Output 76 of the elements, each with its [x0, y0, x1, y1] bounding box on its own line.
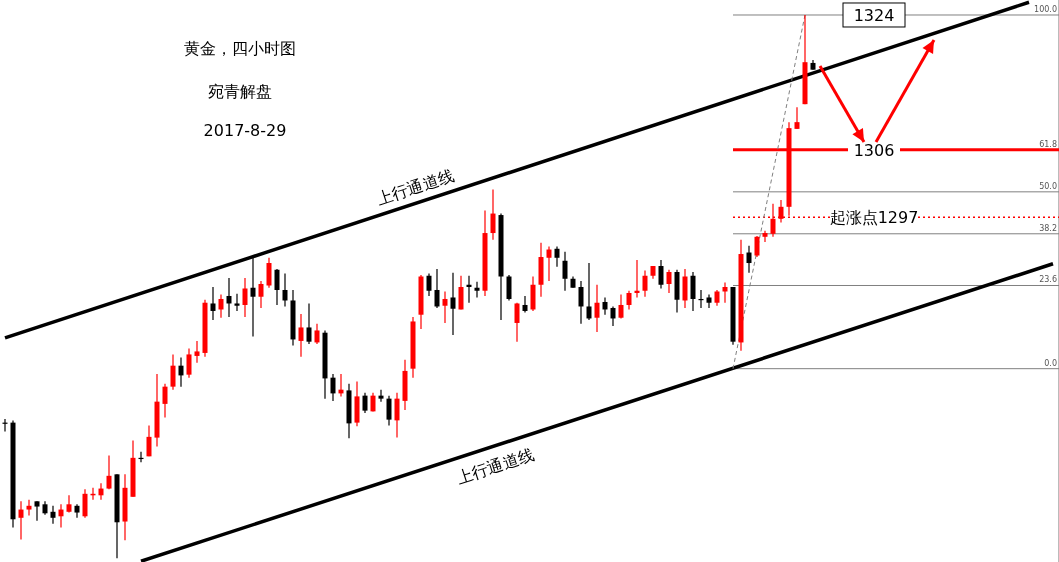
text: 上行通道线	[454, 444, 537, 488]
annotation: 100.0	[1034, 4, 1057, 14]
candlestick	[610, 305, 616, 327]
candlestick	[746, 245, 752, 274]
candlestick	[506, 274, 512, 302]
candlestick	[314, 323, 320, 345]
candlestick	[634, 259, 640, 299]
candlestick	[450, 272, 456, 336]
candlestick	[578, 280, 584, 325]
candlestick	[522, 295, 528, 314]
candlestick	[82, 488, 88, 519]
candlestick	[706, 293, 712, 309]
candlestick	[194, 340, 200, 364]
candlestick	[594, 284, 600, 333]
candlestick	[226, 277, 232, 318]
candlestick	[178, 356, 184, 388]
candlestick	[66, 494, 72, 514]
text: 黄金，四小时图	[184, 39, 296, 58]
candlestick	[386, 395, 392, 427]
candlestick	[266, 257, 272, 289]
annotation: 23.6	[1039, 275, 1057, 285]
candlestick	[18, 500, 24, 541]
candlestick	[362, 392, 368, 414]
candlestick	[546, 245, 552, 282]
candlestick	[682, 268, 688, 309]
annotation: 61.8	[1039, 139, 1057, 149]
candlestick	[514, 302, 520, 343]
y-tick-label: 起涨点1297	[829, 208, 919, 228]
candlestick	[690, 271, 696, 312]
candlestick	[162, 383, 168, 418]
y-tick-label: 1324	[853, 5, 895, 25]
candlestick	[186, 347, 192, 379]
text: 宛青解盘	[208, 82, 272, 101]
text: 上行通道线	[374, 166, 457, 210]
candlestick	[642, 269, 648, 298]
candlestick	[234, 293, 240, 312]
candlestick	[298, 313, 304, 358]
candlestick	[442, 290, 448, 324]
candlestick	[306, 302, 312, 345]
candlestick	[434, 268, 440, 309]
candlestick	[626, 290, 632, 311]
candlestick	[426, 272, 432, 297]
annotation: 2017-8-29	[203, 121, 287, 140]
candlestick	[282, 272, 288, 308]
candlestick	[50, 505, 56, 525]
annotation: 0.0	[1044, 358, 1057, 368]
candlestick	[378, 389, 384, 403]
candlestick	[562, 251, 568, 292]
candlestick	[170, 353, 176, 391]
candlestick	[586, 262, 592, 321]
candlestick	[106, 454, 112, 490]
candlestick	[666, 269, 672, 294]
annotation: 38.2	[1039, 223, 1057, 233]
candlestick	[34, 500, 40, 522]
annotation: 50.0	[1039, 181, 1057, 191]
candlestick	[242, 277, 248, 318]
candlestick	[458, 275, 464, 311]
candlestick	[210, 286, 216, 321]
candlestick	[466, 275, 472, 304]
candlestick	[394, 392, 400, 439]
candlestick	[602, 296, 608, 316]
candlestick	[794, 106, 800, 130]
candlestick	[218, 293, 224, 319]
candlestick	[146, 425, 152, 457]
candlestick	[258, 280, 264, 309]
candlestick	[754, 235, 760, 258]
candlestick	[762, 230, 768, 243]
candlestick	[330, 373, 336, 402]
candlestick	[658, 259, 664, 290]
candlestick	[474, 281, 480, 299]
candlestick	[554, 245, 560, 268]
candlestick	[274, 268, 280, 306]
candlestick	[490, 188, 496, 241]
y-tick-label: 1306	[853, 140, 895, 160]
candlestick	[722, 281, 728, 304]
candlestick	[26, 499, 32, 517]
